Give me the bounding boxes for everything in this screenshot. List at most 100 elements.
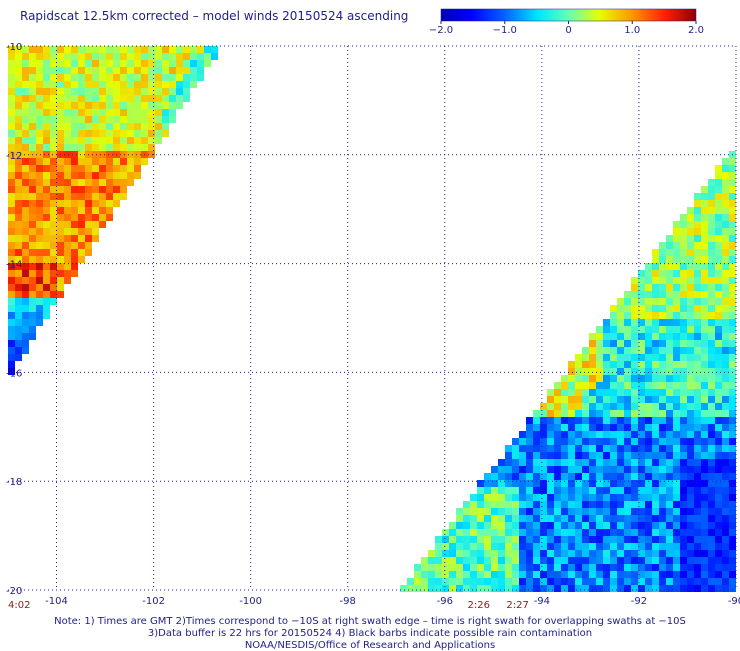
wind-cell bbox=[36, 221, 43, 228]
wind-cell bbox=[722, 494, 729, 501]
wind-cell bbox=[659, 396, 666, 403]
wind-cell bbox=[659, 494, 666, 501]
wind-cell bbox=[127, 81, 134, 88]
wind-cell bbox=[64, 172, 71, 179]
footer-credit: NOAA/NESDIS/Office of Research and Appli… bbox=[244, 640, 496, 651]
wind-cell bbox=[638, 585, 645, 592]
wind-cell bbox=[729, 515, 736, 522]
wind-cell bbox=[659, 431, 666, 438]
wind-cell bbox=[176, 53, 183, 60]
wind-cell bbox=[631, 452, 638, 459]
wind-cell bbox=[617, 410, 624, 417]
wind-cell bbox=[694, 403, 701, 410]
wind-cell bbox=[442, 543, 449, 550]
wind-cell bbox=[680, 529, 687, 536]
wind-cell bbox=[680, 354, 687, 361]
wind-cell bbox=[36, 151, 43, 158]
wind-cell bbox=[400, 585, 407, 592]
wind-cell bbox=[463, 571, 470, 578]
wind-cell bbox=[554, 445, 561, 452]
wind-cell bbox=[561, 466, 568, 473]
wind-cell bbox=[729, 361, 736, 368]
wind-cell bbox=[652, 522, 659, 529]
wind-cell bbox=[694, 214, 701, 221]
wind-cell bbox=[582, 501, 589, 508]
wind-cell bbox=[568, 564, 575, 571]
wind-cell bbox=[680, 417, 687, 424]
wind-cell bbox=[442, 564, 449, 571]
wind-cell bbox=[561, 438, 568, 445]
wind-cell bbox=[729, 529, 736, 536]
wind-cell bbox=[428, 564, 435, 571]
wind-cell bbox=[498, 543, 505, 550]
wind-cell bbox=[106, 46, 113, 53]
wind-cell bbox=[673, 487, 680, 494]
wind-cell bbox=[57, 74, 64, 81]
wind-cell bbox=[568, 480, 575, 487]
wind-cell bbox=[71, 95, 78, 102]
wind-cell bbox=[680, 284, 687, 291]
wind-cell bbox=[547, 529, 554, 536]
wind-cell bbox=[624, 536, 631, 543]
wind-cell bbox=[631, 382, 638, 389]
wind-cell bbox=[547, 487, 554, 494]
wind-cell bbox=[715, 389, 722, 396]
wind-cell bbox=[428, 557, 435, 564]
wind-cell bbox=[729, 431, 736, 438]
wind-cell bbox=[50, 193, 57, 200]
wind-cell bbox=[582, 368, 589, 375]
wind-cell bbox=[449, 557, 456, 564]
wind-cell bbox=[29, 193, 36, 200]
wind-cell bbox=[589, 340, 596, 347]
wind-cell bbox=[85, 193, 92, 200]
wind-cell bbox=[603, 473, 610, 480]
wind-cell bbox=[519, 438, 526, 445]
wind-cell bbox=[29, 60, 36, 67]
wind-cell bbox=[575, 438, 582, 445]
wind-cell bbox=[631, 480, 638, 487]
wind-cell bbox=[645, 361, 652, 368]
wind-cell bbox=[435, 550, 442, 557]
wind-cell bbox=[589, 396, 596, 403]
lat-tick-label: -16 bbox=[6, 368, 22, 379]
wind-cell bbox=[491, 585, 498, 592]
wind-cell bbox=[673, 249, 680, 256]
wind-cell bbox=[638, 431, 645, 438]
wind-cell bbox=[36, 284, 43, 291]
wind-cell bbox=[120, 123, 127, 130]
wind-cell bbox=[617, 396, 624, 403]
wind-cell bbox=[71, 130, 78, 137]
wind-cell bbox=[85, 102, 92, 109]
wind-cell bbox=[43, 172, 50, 179]
wind-cell bbox=[701, 270, 708, 277]
wind-cell bbox=[568, 417, 575, 424]
wind-cell bbox=[638, 368, 645, 375]
wind-cell bbox=[78, 144, 85, 151]
wind-cell bbox=[673, 340, 680, 347]
wind-cell bbox=[575, 382, 582, 389]
wind-cell bbox=[610, 368, 617, 375]
wind-cell bbox=[603, 585, 610, 592]
wind-cell bbox=[638, 487, 645, 494]
wind-cell bbox=[15, 46, 22, 53]
wind-cell bbox=[666, 431, 673, 438]
wind-cell bbox=[127, 179, 134, 186]
wind-cell bbox=[155, 116, 162, 123]
wind-cell bbox=[589, 424, 596, 431]
wind-cell bbox=[701, 410, 708, 417]
wind-cell bbox=[456, 564, 463, 571]
wind-cell bbox=[729, 438, 736, 445]
wind-cell bbox=[631, 557, 638, 564]
wind-cell bbox=[603, 487, 610, 494]
wind-cell bbox=[15, 228, 22, 235]
wind-cell bbox=[498, 557, 505, 564]
wind-cell bbox=[694, 564, 701, 571]
wind-cell bbox=[680, 368, 687, 375]
wind-cell bbox=[694, 193, 701, 200]
wind-cell bbox=[659, 291, 666, 298]
wind-cell bbox=[701, 480, 708, 487]
wind-cell bbox=[43, 130, 50, 137]
wind-cell bbox=[610, 382, 617, 389]
wind-cell bbox=[505, 501, 512, 508]
wind-cell bbox=[694, 347, 701, 354]
